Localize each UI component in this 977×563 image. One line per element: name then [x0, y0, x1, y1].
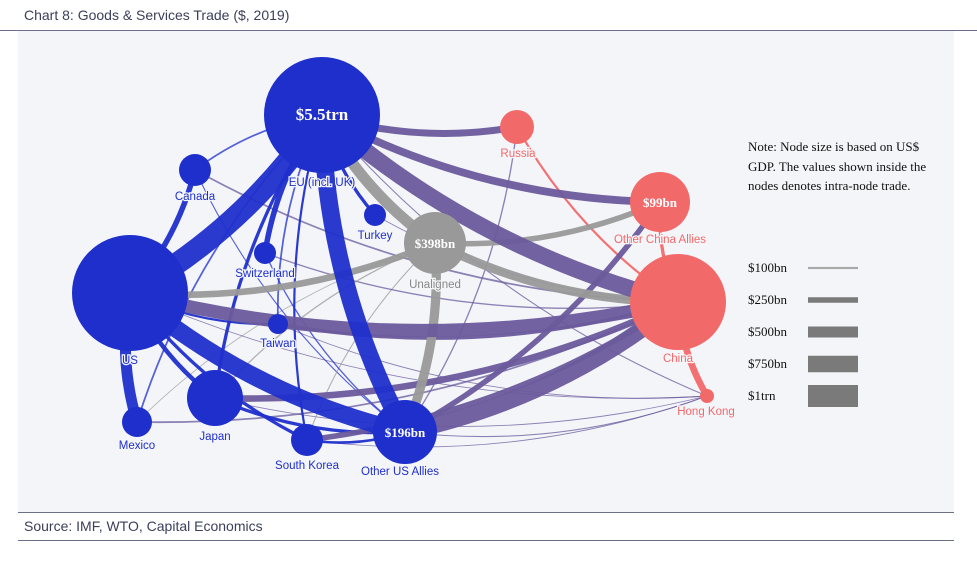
node-label-japan: Japan — [199, 431, 230, 443]
node-turkey — [364, 204, 386, 226]
node-value-eu: $5.5trn — [296, 105, 349, 124]
chart-header: Chart 8: Goods & Services Trade ($, 2019… — [0, 0, 977, 31]
edge-otherus-hongkong — [404, 395, 708, 438]
node-canada — [179, 154, 211, 186]
legend-swatch-3 — [808, 355, 858, 373]
legend-label-3: $750bn — [748, 356, 788, 371]
node-russia — [500, 110, 534, 144]
edge-us-china — [128, 286, 680, 338]
footer-rule-top — [18, 512, 954, 513]
footer-rule-bottom — [18, 540, 954, 541]
node-label-turkey: Turkey — [358, 230, 393, 242]
edge-japan-hongkong — [214, 395, 708, 427]
legend-label-4: $1trn — [748, 388, 776, 403]
node-label-eu: EU (incl. UK) — [289, 177, 356, 189]
edge-otherus-russia — [404, 126, 518, 433]
node-label-hongkong: Hong Kong — [677, 406, 735, 418]
node-hongkong — [700, 389, 714, 403]
node-label-russia: Russia — [500, 148, 536, 160]
node-label-taiwan: Taiwan — [260, 338, 296, 350]
legend-swatch-2 — [808, 326, 858, 338]
node-label-otherus: Other US Allies — [361, 466, 439, 478]
node-otherus — [373, 400, 437, 464]
legend-label-1: $250bn — [748, 292, 788, 307]
edge-eu-hongkong — [321, 114, 708, 397]
node-china — [630, 254, 726, 350]
chart-title: Chart 8: Goods & Services Trade ($, 2019… — [24, 7, 290, 23]
node-skorea — [291, 424, 323, 456]
node-label-skorea: South Korea — [275, 460, 340, 472]
chart-note: Note: Node size is based on US$ GDP. The… — [748, 139, 927, 193]
node-japan — [187, 370, 243, 426]
nodes-layer: $5.5trn EU (incl. UK) US Canada Switzerland T… — [72, 57, 736, 479]
node-label-china: China — [663, 353, 694, 365]
node-label-switzerland: Switzerland — [235, 268, 294, 280]
node-value-unaligned: $398bn — [415, 236, 456, 251]
edge-otherus-otherchina — [403, 200, 663, 435]
source-note: Source: IMF, WTO, Capital Economics — [24, 518, 263, 534]
legend-swatch-0 — [808, 266, 858, 270]
legend-label-2: $500bn — [748, 324, 788, 339]
node-label-otherchina: Other China Allies — [614, 234, 706, 246]
node-otherchina — [630, 172, 690, 232]
legend-swatch-1 — [808, 297, 858, 303]
node-taiwan — [268, 314, 288, 334]
node-label-us: US — [122, 355, 138, 367]
legend: $100bn $250bn $500bn $750bn $1trn — [748, 260, 858, 407]
node-us — [72, 235, 188, 351]
node-label-mexico: Mexico — [119, 440, 155, 452]
node-eu — [264, 57, 380, 173]
node-switzerland — [254, 242, 276, 264]
node-label-unaligned: Unaligned — [409, 279, 461, 291]
node-mexico — [122, 407, 152, 437]
legend-swatch-4 — [808, 385, 858, 407]
edge-us-hongkong — [129, 292, 708, 399]
legend-label-0: $100bn — [748, 260, 788, 275]
node-label-canada: Canada — [175, 191, 216, 203]
node-value-otherchina: $99bn — [643, 195, 678, 210]
node-value-otherus: $196bn — [385, 425, 426, 440]
node-unaligned — [404, 212, 466, 274]
